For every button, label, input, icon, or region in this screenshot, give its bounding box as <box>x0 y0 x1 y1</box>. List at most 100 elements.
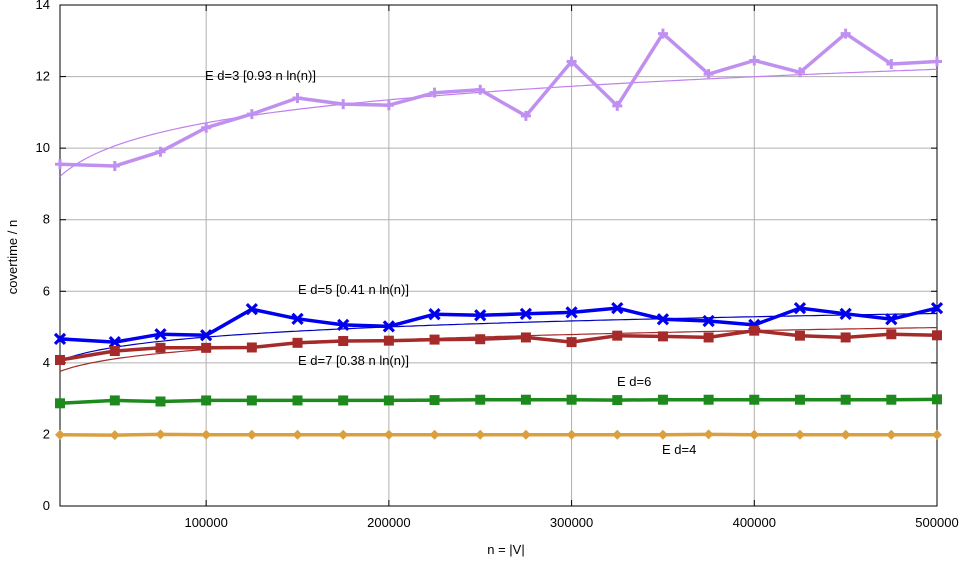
data-point <box>245 303 258 316</box>
data-point <box>429 429 440 440</box>
data-point <box>55 429 65 440</box>
data-point <box>475 394 486 405</box>
data-point <box>932 429 942 440</box>
data-point <box>840 429 851 440</box>
series-line <box>59 397 938 406</box>
data-point <box>428 308 441 321</box>
series-line <box>59 432 937 437</box>
data-point <box>840 394 851 405</box>
data-point <box>155 396 166 407</box>
fit-curves <box>59 68 938 372</box>
series-line <box>59 328 938 362</box>
data-point <box>475 429 486 440</box>
data-point <box>382 320 396 333</box>
data-point <box>55 159 65 170</box>
data-point <box>657 394 668 405</box>
data-point <box>886 59 897 70</box>
y-axis-title: covertime / n <box>5 220 20 294</box>
data-point <box>109 346 120 357</box>
data-point <box>383 100 394 111</box>
data-point <box>566 56 577 67</box>
series-line <box>59 306 938 344</box>
data-point <box>612 330 623 341</box>
series-group <box>55 28 942 172</box>
data-point <box>749 325 760 336</box>
data-point <box>201 122 212 133</box>
data-point <box>932 394 942 405</box>
series-group <box>53 301 944 349</box>
data-point <box>246 342 257 353</box>
series-label: E d=3 [0.93 n ln(n)] <box>205 68 316 83</box>
data-point <box>930 301 944 315</box>
data-point <box>383 335 394 346</box>
data-point <box>475 334 486 345</box>
data-point <box>291 312 304 325</box>
x-tick-label: 500000 <box>915 515 958 530</box>
grid-layer <box>60 5 938 506</box>
data-point <box>566 394 577 405</box>
data-point <box>793 301 807 315</box>
data-point <box>657 429 668 440</box>
data-point <box>338 99 349 110</box>
data-point <box>429 334 440 345</box>
data-point <box>886 429 897 440</box>
data-point <box>749 55 760 66</box>
data-point <box>794 429 805 440</box>
y-tick-label: 2 <box>43 426 50 441</box>
data-point <box>657 331 668 342</box>
data-point <box>565 306 578 319</box>
series-labels: E d=3 [0.93 n ln(n)] E d=5 [0.41 n ln(n)]… <box>205 68 696 457</box>
series-label: E d=5 [0.41 n ln(n)] <box>298 282 409 297</box>
data-point <box>475 84 486 95</box>
series-label: E d=4 <box>662 442 696 457</box>
y-tick-label: 4 <box>43 355 50 370</box>
data-point <box>338 395 349 406</box>
data-point <box>794 330 805 341</box>
data-point <box>55 398 65 409</box>
series-group <box>55 325 942 365</box>
data-point <box>108 335 121 349</box>
x-tick-label: 200000 <box>367 515 410 530</box>
data-point <box>292 395 303 406</box>
data-point <box>612 100 623 111</box>
data-point <box>932 330 942 341</box>
axis-layer: 100000 200000 300000 400000 500000 0 2 4 6 8 10 12 1… <box>36 0 959 530</box>
data-point <box>703 332 714 343</box>
data-point <box>53 332 67 346</box>
data-point <box>383 395 394 406</box>
data-point <box>246 429 257 440</box>
data-point <box>520 332 531 343</box>
data-point <box>109 430 120 441</box>
data-point <box>656 313 670 326</box>
data-point <box>840 28 851 39</box>
data-point <box>794 394 805 405</box>
data-point <box>201 429 212 440</box>
data-point <box>886 329 897 340</box>
fit-curve <box>59 68 938 177</box>
data-point <box>292 93 303 104</box>
data-point <box>612 395 623 406</box>
data-point <box>154 328 167 341</box>
data-point <box>520 110 531 121</box>
data-point <box>566 337 577 348</box>
data-point <box>657 28 668 39</box>
data-point <box>520 429 531 440</box>
series-group <box>55 429 942 441</box>
series-line <box>59 31 938 168</box>
data-point <box>474 309 487 322</box>
data-point <box>566 429 577 440</box>
y-tick-label: 12 <box>36 69 50 84</box>
y-tick-label: 14 <box>36 0 50 12</box>
data-point <box>201 395 212 406</box>
data-point <box>337 318 350 332</box>
x-tick-label: 100000 <box>184 515 227 530</box>
data-point <box>703 394 714 405</box>
data-point <box>155 342 166 353</box>
data-point <box>520 394 531 405</box>
series-label: E d=7 [0.38 n ln(n)] <box>298 353 409 368</box>
data-point <box>155 429 166 440</box>
data-point <box>338 429 349 440</box>
data-point <box>702 314 715 328</box>
data-point <box>885 313 898 326</box>
